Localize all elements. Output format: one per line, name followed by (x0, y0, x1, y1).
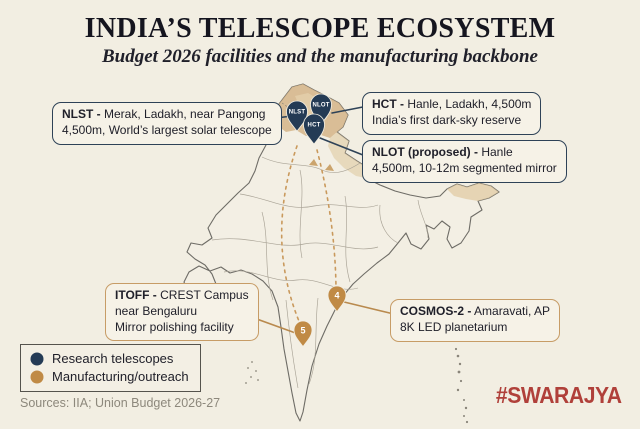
island-dots (245, 347, 469, 424)
callout-nlot-text: Hanle (481, 145, 513, 159)
pin-label-hct: HCT (308, 123, 321, 129)
route-to-pin4 (316, 149, 337, 293)
dashed-routes (280, 145, 337, 327)
callout-cosmos-line2: 8K LED planetarium (400, 319, 508, 334)
pin-label-nlot: NLOT (312, 103, 329, 109)
callout-itoff-line3: Mirror polishing facility (115, 319, 234, 334)
brand-logo: #SWARAJYA (496, 382, 622, 408)
map-pin-4: 4 (327, 285, 347, 313)
route-to-pin5 (280, 145, 302, 327)
callout-itoff-line2: near Bengaluru (115, 303, 198, 318)
research-telescope-dot-icon (30, 352, 44, 365)
callout-nlot: NLOT (proposed) - Hanle 4,500m, 10-12m s… (362, 140, 567, 183)
callout-nlot-line2: 4,500m, 10-12m segmented mirror (372, 160, 557, 175)
legend-item-manufacturing: Manufacturing/outreach (30, 369, 189, 384)
pin-label-5: 5 (300, 326, 305, 336)
map-pin-5: 5 (293, 320, 313, 348)
callout-itoff-name: ITOFF - (115, 288, 157, 302)
pin-label-4: 4 (334, 291, 339, 301)
legend: Research telescopes Manufacturing/outrea… (20, 344, 201, 392)
callout-itoff-line1: ITOFF - CREST Campus (115, 288, 249, 304)
callout-cosmos-text: Amaravati, AP (474, 304, 551, 318)
pin-label-nlst: NLST (289, 110, 306, 116)
callout-nlst: NLST - Merak, Ladakh, near Pangong 4,500… (52, 102, 282, 145)
callout-hct-line1: HCT - Hanle, Ladakh, 4,500m (372, 97, 531, 113)
callout-nlst-name: NLST - (62, 107, 101, 121)
legend-label-research: Research telescopes (52, 351, 174, 366)
callout-nlst-line2: 4,500m, World’s largest solar telescope (62, 122, 272, 137)
legend-label-manufacturing: Manufacturing/outreach (52, 369, 189, 384)
manufacturing-dot-icon (30, 370, 44, 383)
callout-hct: HCT - Hanle, Ladakh, 4,500m India’s firs… (362, 92, 542, 135)
legend-item-research: Research telescopes (30, 351, 189, 366)
connector-cosmos (339, 300, 399, 316)
callout-hct-line2: India’s first dark-sky reserve (372, 112, 522, 127)
map-pin-hct: HCT (303, 113, 325, 145)
callout-hct-name: HCT - (372, 97, 404, 111)
callout-cosmos-line1: COSMOS-2 - Amaravati, AP (400, 304, 550, 320)
callout-itoff: ITOFF - CREST Campus near Bengaluru Mirr… (105, 283, 259, 342)
callout-nlst-text: Merak, Ladakh, near Pangong (104, 107, 266, 121)
callout-nlst-line1: NLST - Merak, Ladakh, near Pangong (62, 107, 272, 123)
callout-cosmos-name: COSMOS-2 - (400, 304, 472, 318)
callout-nlot-name: NLOT (proposed) - (372, 145, 478, 159)
callout-nlot-line1: NLOT (proposed) - Hanle (372, 145, 557, 161)
callout-hct-text: Hanle, Ladakh, 4,500m (407, 97, 532, 111)
callout-cosmos: COSMOS-2 - Amaravati, AP 8K LED planetar… (390, 299, 561, 342)
sources-note: Sources: IIA; Union Budget 2026-27 (20, 396, 221, 410)
page-title: INDIA’S TELESCOPE ECOSYSTEM (84, 13, 556, 44)
callout-itoff-text: CREST Campus (160, 288, 249, 302)
page-subtitle: Budget 2026 facilities and the manufactu… (102, 46, 538, 67)
connector-nlot (319, 137, 369, 158)
